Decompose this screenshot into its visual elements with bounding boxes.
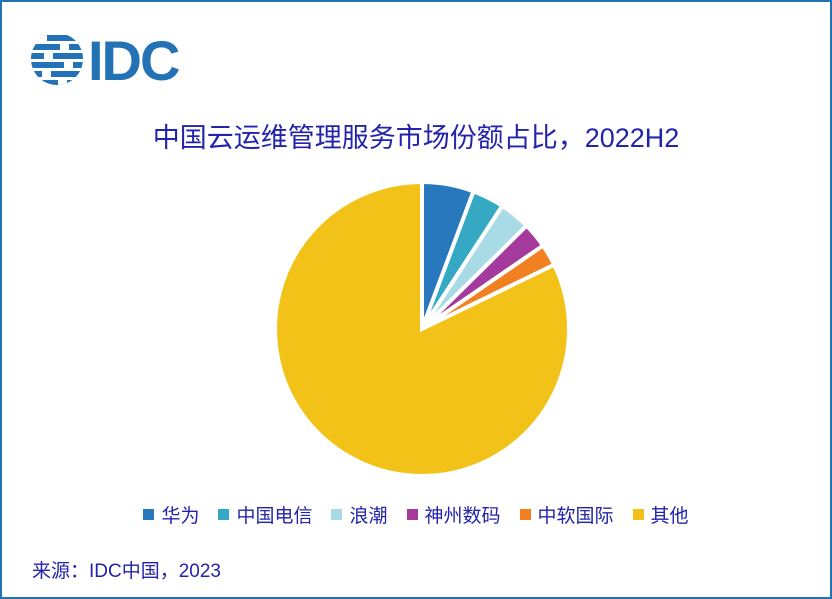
legend-label: 中国电信 [236,506,313,527]
legend-item-其他: 其他 [632,501,689,528]
legend-item-华为: 华为 [143,501,199,528]
idc-logo: IDC [30,28,190,92]
legend-label: 中软国际 [537,506,614,527]
source-note: 来源：IDC中国，2023 [32,561,221,582]
legend-label: 浪潮 [349,506,388,527]
legend-label: 神州数码 [424,506,501,527]
legend-swatch-icon [406,509,418,520]
chart-title: 中国云运维管理服务市场份额占比，2022H2 [152,123,680,153]
pie-slice-其他 [273,179,571,478]
legend-swatch-icon [632,509,644,520]
legend-item-中软国际: 中软国际 [519,501,614,528]
legend-swatch-icon [143,509,155,520]
legend-label: 其他 [650,506,689,527]
pie-chart [255,162,589,496]
legend-item-中国电信: 中国电信 [218,501,312,528]
legend-item-神州数码: 神州数码 [406,501,501,528]
legend-swatch-icon [519,509,531,520]
idc-logo-text: IDC [88,29,179,88]
legend: 华为 中国电信 浪潮 神州数码 中软国际 其他 [2,501,830,528]
legend-swatch-icon [218,509,230,520]
idc-globe-icon [31,35,83,85]
legend-item-浪潮: 浪潮 [331,501,388,528]
legend-swatch-icon [331,509,343,520]
legend-label: 华为 [161,506,200,527]
